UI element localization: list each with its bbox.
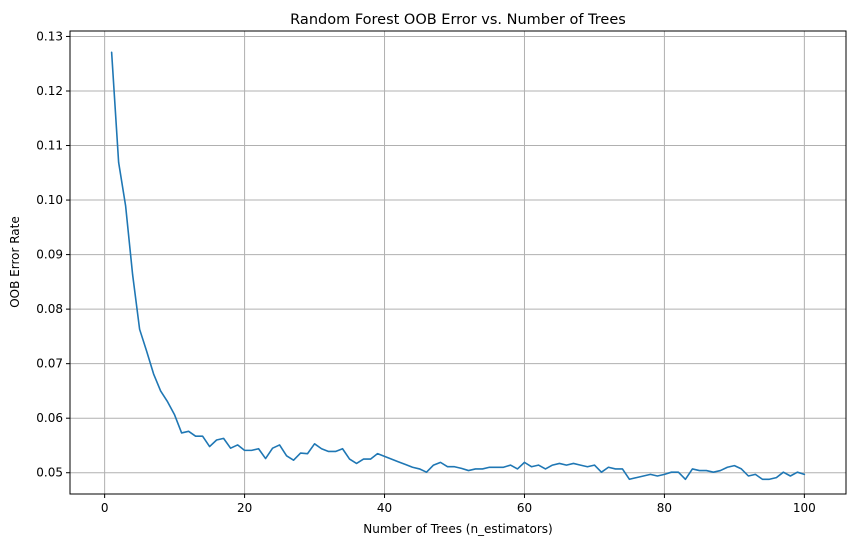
y-tick-label: 0.09 — [36, 248, 63, 262]
x-tick-label: 0 — [101, 501, 109, 515]
y-tick-label: 0.11 — [36, 139, 63, 153]
x-tick-label: 60 — [517, 501, 532, 515]
x-axis-label: Number of Trees (n_estimators) — [363, 522, 552, 536]
chart-title: Random Forest OOB Error vs. Number of Tr… — [290, 12, 626, 28]
y-tick-label: 0.10 — [36, 193, 63, 207]
series-line-oob-error — [110, 51, 806, 481]
plot-area — [70, 31, 846, 494]
y-tick-label: 0.06 — [36, 411, 63, 425]
y-axis-label: OOB Error Rate — [8, 216, 22, 308]
x-tick-label: 20 — [237, 501, 252, 515]
y-axis-ticks: 0.05 0.06 0.07 0.08 0.09 0.10 0.11 0.12 0.13 — [36, 29, 70, 480]
y-tick-label: 0.13 — [36, 29, 63, 43]
y-tick-label: 0.08 — [36, 302, 63, 316]
y-tick-label: 0.07 — [36, 357, 63, 371]
x-tick-label: 80 — [657, 501, 672, 515]
plot-spines — [69, 30, 847, 495]
y-tick-label: 0.05 — [36, 466, 63, 480]
grid-lines — [70, 31, 846, 494]
series-layer — [110, 51, 806, 481]
y-tick-label: 0.12 — [36, 84, 63, 98]
x-axis-ticks: 0 20 40 60 80 100 — [101, 494, 816, 515]
x-tick-label: 40 — [377, 501, 392, 515]
x-tick-label: 100 — [793, 501, 816, 515]
